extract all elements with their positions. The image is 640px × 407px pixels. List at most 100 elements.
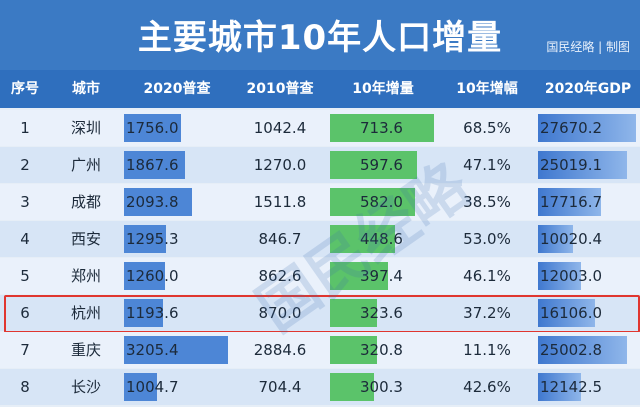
increase-bar [330,151,417,179]
col-header-gdp: 2020年GDP [544,81,632,97]
pop2020-value: 1756.0 [126,119,179,137]
increase-value: 597.6 [360,156,403,174]
increase-bar [330,225,395,253]
increase-bar [330,373,374,401]
pop2020-value: 1004.7 [126,378,179,396]
city-cell: 西安 [70,230,101,248]
table-row: 5 郑州 1260.0 862.6 397.4 46.1% 12003.0 [0,258,640,294]
pop2020-bar [124,114,181,142]
gdp2020-bar [538,373,581,401]
city-cell: 重庆 [70,341,101,359]
pop2010-cell: 870.0 [258,304,302,322]
increase-bar [330,299,377,327]
gdp2020-value: 16106.0 [540,304,603,322]
rank-cell: 1 [20,119,30,137]
pop2020-bar [124,262,165,290]
gdp2020-bar [538,262,581,290]
pop2020-value: 1260.0 [126,267,179,285]
increase-value: 713.6 [360,119,403,137]
growth-cell: 38.5% [463,193,511,211]
rank-cell: 5 [20,267,30,285]
gdp2020-bar [538,336,627,364]
pop2020-bar [124,336,228,364]
gdp2020-value: 12003.0 [540,267,603,285]
increase-bar [330,262,388,290]
gdp2020-value: 10020.4 [540,230,603,248]
col-header-pop2010: 2010普查 [246,81,314,97]
data-table: 序号 城市 2020普查 2010普查 10年增量 10年增幅 2020年GDP… [0,70,640,407]
pop2020-value: 3205.4 [126,341,179,359]
gdp2020-value: 27670.2 [540,119,603,137]
increase-bar [330,336,377,364]
pop2010-cell: 1511.8 [253,193,307,211]
pop2010-cell: 1042.4 [253,119,307,137]
city-cell: 杭州 [70,304,101,322]
pop2010-cell: 846.7 [258,230,302,248]
pop2020-value: 1193.6 [126,304,179,322]
title-banner: 主要城市10年人口增量 国民经略 | 制图 [0,0,640,70]
table-header: 序号 城市 2020普查 2010普查 10年增量 10年增幅 2020年GDP [0,70,640,108]
pop2020-value: 2093.8 [126,193,179,211]
growth-cell: 37.2% [463,304,511,322]
pop2020-bar [124,225,166,253]
col-header-city: 城市 [72,81,100,97]
table-row: 8 长沙 1004.7 704.4 300.3 42.6% 12142.5 [0,369,640,405]
col-header-increase: 10年增量 [352,81,414,97]
rank-cell: 2 [20,156,30,174]
gdp2020-bar [538,188,601,216]
increase-bar [330,188,415,216]
pop2020-value: 1295.3 [126,230,179,248]
rank-cell: 6 [20,304,30,322]
city-cell: 郑州 [70,267,101,285]
rank-cell: 8 [20,378,30,396]
col-header-growth: 10年增幅 [456,81,518,97]
gdp2020-value: 25002.8 [540,341,603,359]
rank-cell: 4 [20,230,30,248]
gdp2020-value: 17716.7 [540,193,603,211]
increase-value: 300.3 [360,378,403,396]
gdp2020-bar [538,299,595,327]
gdp2020-bar [538,151,627,179]
table-row: 3 成都 2093.8 1511.8 582.0 38.5% 17716.7 [0,184,640,220]
increase-bar [330,114,434,142]
table-row: 4 西安 1295.3 846.7 448.6 53.0% 10020.4 [0,221,640,257]
gdp2020-bar [538,225,573,253]
table-row: 2 广州 1867.6 1270.0 597.6 47.1% 25019.1 [0,147,640,183]
increase-value: 397.4 [360,267,403,285]
table-row: 7 重庆 3205.4 2884.6 320.8 11.1% 25002.8 [0,332,640,368]
col-header-pop2020: 2020普查 [143,81,211,97]
col-header-rank: 序号 [11,81,39,97]
gdp2020-value: 25019.1 [540,156,603,174]
growth-cell: 46.1% [463,267,511,285]
pop2020-bar [124,188,192,216]
pop2010-cell: 1270.0 [253,156,307,174]
increase-value: 323.6 [360,304,403,322]
pop2020-value: 1867.6 [126,156,179,174]
growth-cell: 47.1% [463,156,511,174]
pop2020-bar [124,373,157,401]
increase-value: 320.8 [360,341,403,359]
increase-value: 448.6 [360,230,403,248]
pop2010-cell: 704.4 [258,378,302,396]
growth-cell: 42.6% [463,378,511,396]
rank-cell: 3 [20,193,30,211]
growth-cell: 53.0% [463,230,511,248]
growth-cell: 11.1% [463,341,511,359]
pop2020-bar [124,299,163,327]
city-cell: 广州 [70,156,101,174]
city-cell: 深圳 [70,119,101,137]
pop2010-cell: 862.6 [258,267,302,285]
source-credit: 国民经略 | 制图 [546,40,630,54]
gdp2020-bar [538,114,636,142]
table-row: 1 深圳 1756.0 1042.4 713.6 68.5% 27670.2 [0,110,640,146]
rank-cell: 7 [20,341,30,359]
city-cell: 长沙 [70,378,101,396]
increase-value: 582.0 [360,193,403,211]
pop2010-cell: 2884.6 [253,341,307,359]
pop2020-bar [124,151,185,179]
gdp2020-value: 12142.5 [540,378,603,396]
city-cell: 成都 [70,193,101,211]
page-title: 主要城市10年人口增量 [137,18,503,58]
growth-cell: 68.5% [463,119,511,137]
